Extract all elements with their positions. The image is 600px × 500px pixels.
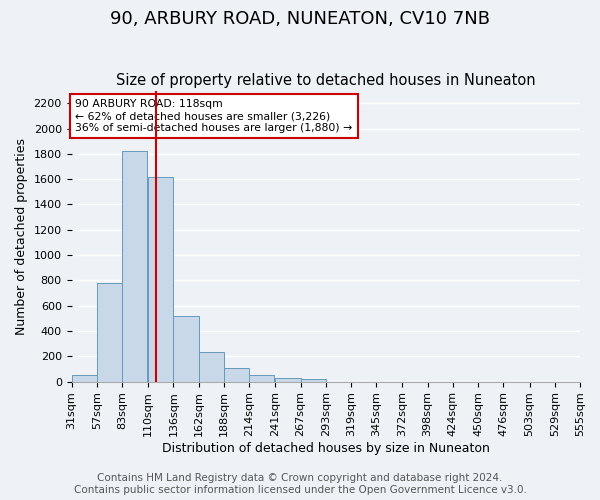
Text: 90, ARBURY ROAD, NUNEATON, CV10 7NB: 90, ARBURY ROAD, NUNEATON, CV10 7NB	[110, 10, 490, 28]
Bar	[199, 352, 224, 382]
Bar	[275, 378, 301, 382]
Bar	[249, 374, 274, 382]
Bar	[97, 283, 122, 382]
X-axis label: Distribution of detached houses by size in Nuneaton: Distribution of detached houses by size …	[162, 442, 490, 455]
Bar	[122, 152, 147, 382]
Y-axis label: Number of detached properties: Number of detached properties	[15, 138, 28, 334]
Text: 90 ARBURY ROAD: 118sqm
← 62% of detached houses are smaller (3,226)
36% of semi-: 90 ARBURY ROAD: 118sqm ← 62% of detached…	[76, 100, 353, 132]
Bar	[301, 379, 326, 382]
Text: Contains HM Land Registry data © Crown copyright and database right 2024.
Contai: Contains HM Land Registry data © Crown c…	[74, 474, 526, 495]
Bar	[148, 176, 173, 382]
Bar	[173, 316, 199, 382]
Title: Size of property relative to detached houses in Nuneaton: Size of property relative to detached ho…	[116, 73, 536, 88]
Bar	[224, 368, 249, 382]
Bar	[71, 376, 97, 382]
